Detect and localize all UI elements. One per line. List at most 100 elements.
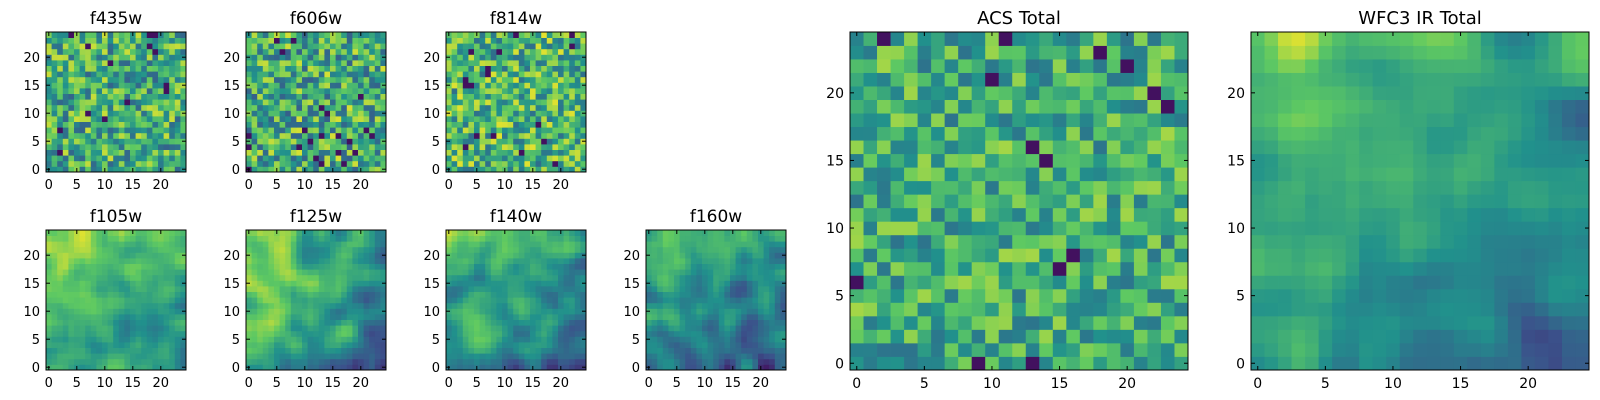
heatmap-cell bbox=[468, 93, 475, 100]
heatmap-cell bbox=[363, 32, 370, 38]
heatmap-cell bbox=[257, 93, 264, 100]
heatmap-cell bbox=[502, 336, 508, 343]
heatmap-cell bbox=[307, 364, 314, 371]
heatmap-cell bbox=[558, 104, 564, 111]
heatmap-cell bbox=[124, 342, 131, 348]
heatmap-cell bbox=[146, 54, 153, 61]
heatmap-cell bbox=[330, 132, 336, 139]
heatmap-cell bbox=[462, 291, 469, 298]
heatmap-cell bbox=[141, 336, 148, 343]
heatmap-cell bbox=[546, 93, 553, 100]
heatmap-cell bbox=[569, 241, 576, 248]
heatmap-cell bbox=[96, 88, 103, 94]
heatmap-cell bbox=[524, 88, 531, 94]
heatmap-cell bbox=[262, 54, 269, 61]
heatmap-cell bbox=[262, 235, 269, 242]
heatmap-cell bbox=[468, 358, 475, 365]
heatmap-cell bbox=[163, 104, 170, 111]
heatmap-cell bbox=[446, 160, 452, 167]
heatmap-cell bbox=[141, 274, 148, 281]
heatmap-cell bbox=[552, 302, 559, 309]
heatmap-cell bbox=[102, 104, 108, 111]
heatmap-cell bbox=[346, 127, 353, 134]
heatmap-cell bbox=[341, 241, 348, 248]
heatmap-cell bbox=[507, 110, 514, 117]
heatmap-cell bbox=[552, 65, 559, 72]
heatmap-cell bbox=[496, 347, 503, 354]
heatmap-cell bbox=[268, 54, 275, 61]
heatmap-cell bbox=[662, 269, 669, 276]
heatmap-cell bbox=[524, 364, 531, 371]
heatmap-cell bbox=[535, 76, 542, 83]
heatmap-cell bbox=[513, 88, 520, 94]
heatmap-cell bbox=[690, 330, 697, 337]
heatmap-cell bbox=[479, 258, 486, 264]
heatmap-cell bbox=[107, 358, 114, 365]
heatmap-cell bbox=[124, 99, 131, 106]
heatmap-cell bbox=[541, 263, 548, 270]
heatmap-cell bbox=[107, 93, 114, 100]
heatmap-cell bbox=[324, 246, 331, 253]
heatmap-cell bbox=[62, 132, 69, 139]
heatmap-cell bbox=[313, 258, 320, 264]
heatmap-cell bbox=[358, 286, 364, 292]
heatmap-cell bbox=[130, 37, 136, 44]
heatmap-cell bbox=[904, 329, 918, 344]
heatmap-cell bbox=[752, 258, 759, 264]
heatmap-cell bbox=[96, 358, 103, 365]
heatmap-cell bbox=[169, 116, 176, 122]
heatmap-cell bbox=[474, 280, 480, 287]
heatmap-cell bbox=[462, 241, 469, 248]
heatmap-cell bbox=[262, 160, 269, 167]
heatmap-cell bbox=[580, 127, 587, 134]
heatmap-cell bbox=[674, 280, 680, 287]
heatmap-cell bbox=[457, 274, 464, 281]
heatmap-cell bbox=[524, 138, 531, 145]
heatmap-cell bbox=[580, 342, 587, 348]
heatmap-cell bbox=[890, 261, 905, 276]
heatmap-cells bbox=[246, 32, 387, 173]
heatmap-cell bbox=[490, 155, 497, 162]
heatmap-cell bbox=[780, 286, 787, 292]
heatmap-cell bbox=[107, 110, 114, 117]
heatmap-cell bbox=[107, 104, 114, 111]
heatmap-cell bbox=[46, 71, 52, 78]
heatmap-cell bbox=[180, 149, 187, 156]
heatmap-cell bbox=[774, 353, 781, 360]
heatmap-cell bbox=[68, 65, 75, 72]
heatmap-cell bbox=[730, 330, 736, 337]
heatmap-cell bbox=[674, 235, 680, 242]
heatmap-cell bbox=[262, 82, 269, 89]
heatmap-cell bbox=[163, 336, 170, 343]
heatmap-cell bbox=[763, 269, 770, 276]
heatmap-cell bbox=[518, 314, 525, 320]
heatmap-cell bbox=[74, 99, 80, 106]
heatmap-cell bbox=[251, 127, 258, 134]
heatmap-cell bbox=[1120, 248, 1135, 263]
heatmap-cell bbox=[274, 76, 280, 83]
heatmap-cell bbox=[541, 37, 548, 44]
heatmap-cell bbox=[690, 347, 697, 354]
heatmap-cell bbox=[530, 155, 536, 162]
heatmap-cell bbox=[363, 274, 370, 281]
heatmap-cell bbox=[474, 358, 480, 365]
heatmap-cell bbox=[718, 263, 725, 270]
heatmap-cell bbox=[257, 274, 264, 281]
heatmap-cell bbox=[90, 155, 97, 162]
heatmap-cell bbox=[163, 82, 170, 89]
heatmap-cell bbox=[774, 302, 781, 309]
heatmap-cell bbox=[124, 358, 131, 365]
heatmap-cell bbox=[285, 32, 292, 38]
heatmap-cell bbox=[313, 144, 320, 150]
heatmap-cell bbox=[530, 291, 536, 298]
heatmap-cell bbox=[296, 280, 303, 287]
heatmap-cell bbox=[335, 353, 342, 360]
heatmap-cell bbox=[668, 274, 675, 281]
heatmap-cell bbox=[246, 263, 252, 270]
heatmap-cell bbox=[118, 258, 125, 264]
heatmap-cell bbox=[446, 88, 452, 94]
heatmap-cell bbox=[130, 99, 136, 106]
heatmap-cell bbox=[490, 76, 497, 83]
